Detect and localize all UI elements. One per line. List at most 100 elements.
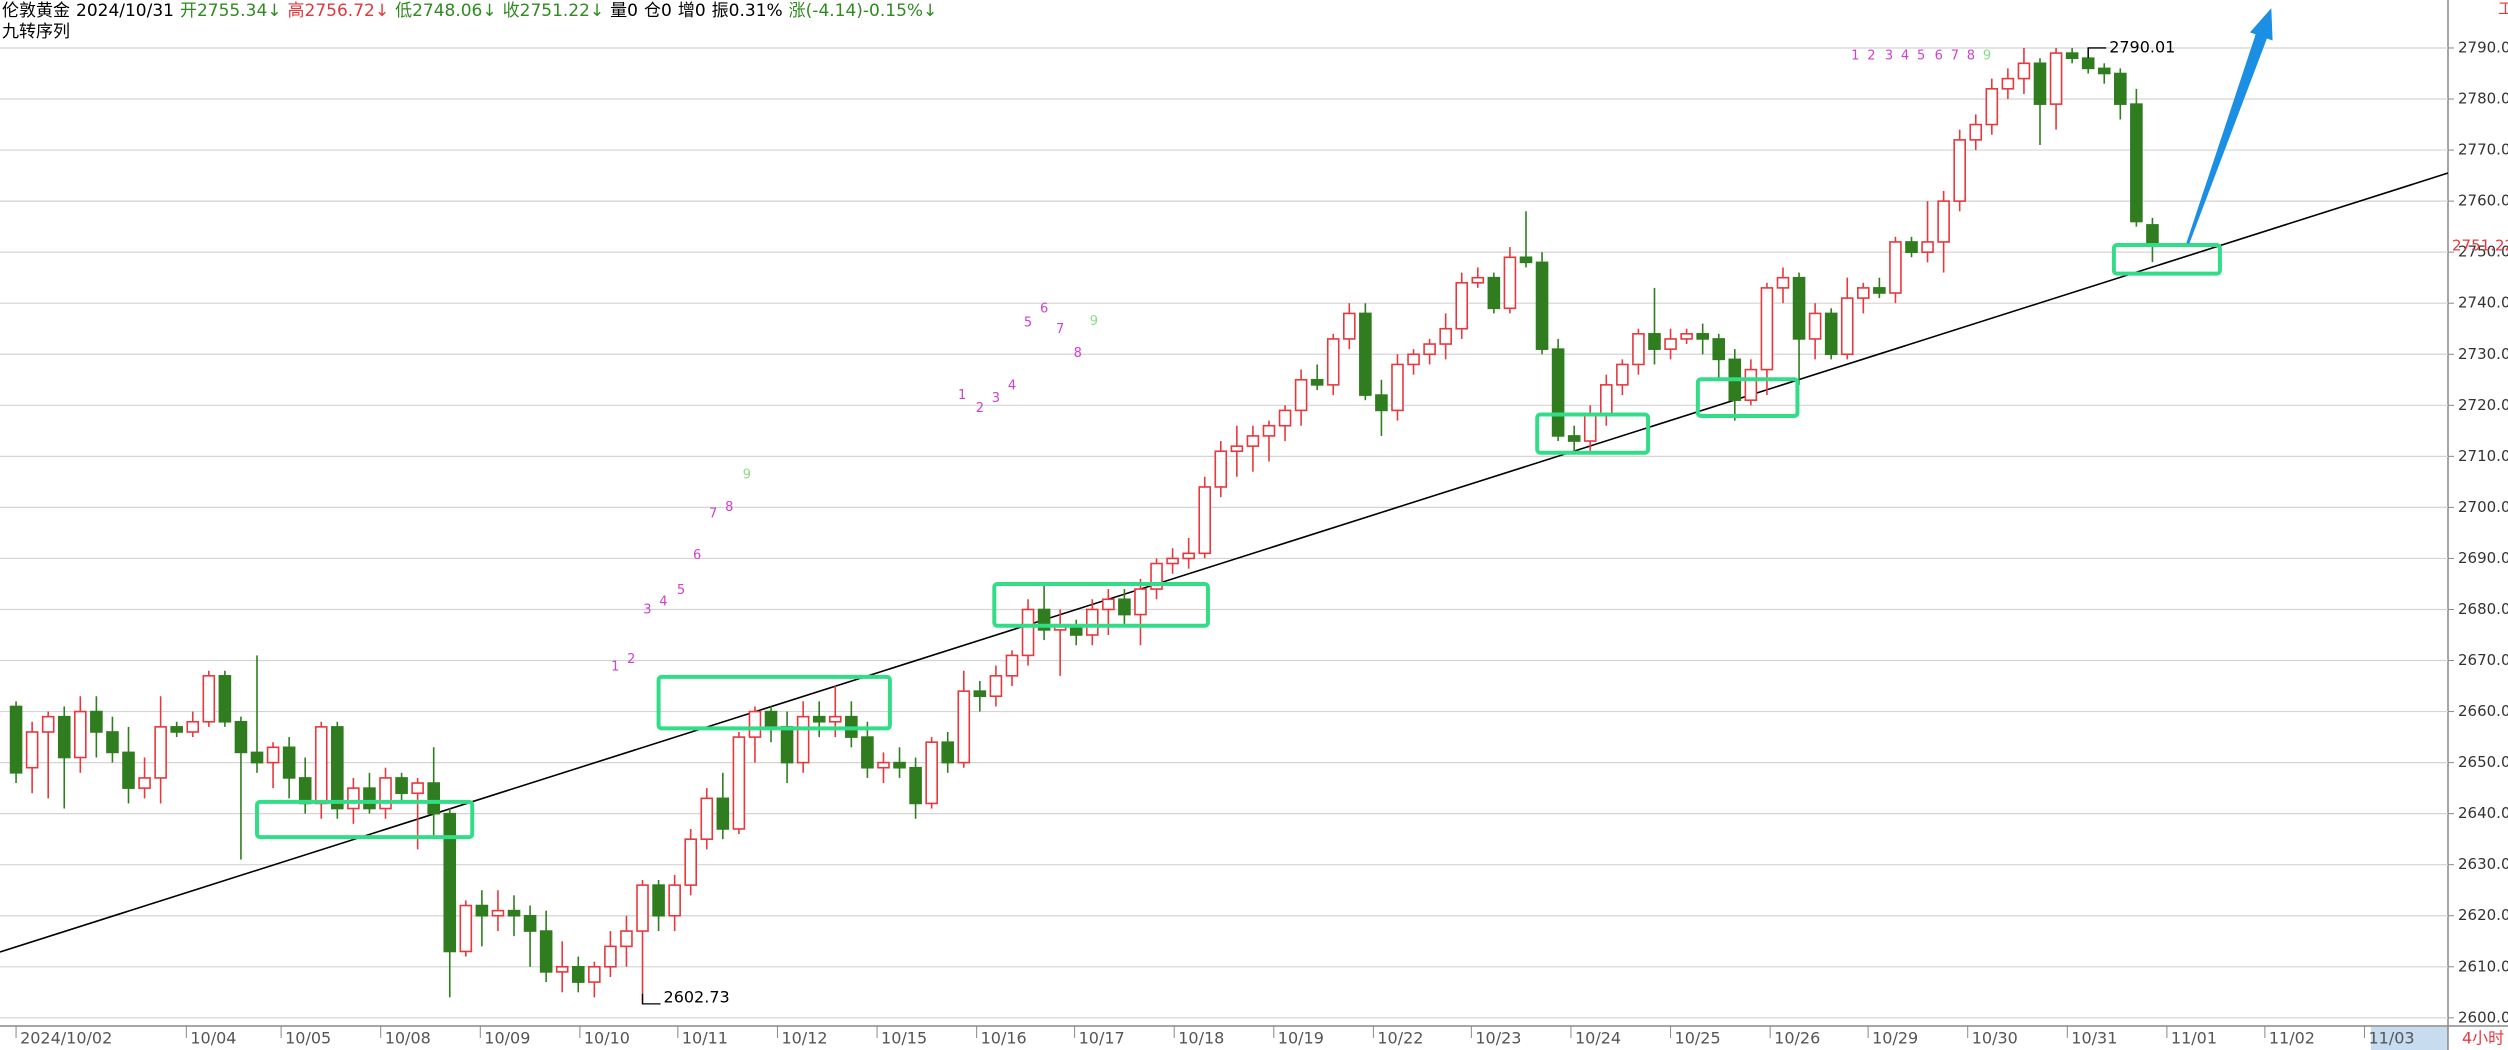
candle-body xyxy=(636,884,649,932)
candle-body xyxy=(1246,435,1260,447)
y-tick-label: 2770.00 xyxy=(2458,141,2508,159)
candle-body xyxy=(861,736,874,769)
y-tick-label: 2710.00 xyxy=(2458,447,2508,465)
candle-body xyxy=(1567,435,1581,442)
header-field: 振0.31% xyxy=(712,1,783,21)
candle-body xyxy=(1342,312,1356,340)
candle-body xyxy=(1519,256,1533,264)
x-tick-label: 10/04 xyxy=(190,1029,236,1048)
candle-body xyxy=(925,741,938,805)
candle-body xyxy=(764,710,778,728)
x-tick-label: 10/29 xyxy=(1872,1029,1918,1048)
td-count: 5 xyxy=(1024,316,1032,331)
y-tick-label: 2610.00 xyxy=(2458,957,2508,975)
candle-body xyxy=(1921,241,1934,253)
candle-body xyxy=(620,930,633,948)
candle-body xyxy=(700,797,714,840)
x-tick-label: 10/10 xyxy=(584,1029,630,1048)
period-label: 4小时 xyxy=(2462,1029,2504,1048)
candle-body xyxy=(1198,486,1212,555)
y-tick-label: 2780.00 xyxy=(2458,90,2508,108)
x-tick-label: 10/19 xyxy=(1278,1029,1324,1048)
candle-body xyxy=(298,777,312,805)
x-tick-label: 10/31 xyxy=(2071,1029,2117,1048)
header-field: 低2748.06↓ xyxy=(395,1,497,21)
candle-body xyxy=(1471,276,1485,284)
candle-body xyxy=(202,675,216,723)
candle-body xyxy=(989,675,1003,698)
header-field: 高2756.72↓ xyxy=(288,1,390,21)
candle-body xyxy=(909,766,922,805)
candle-body xyxy=(2114,72,2127,105)
candle-body xyxy=(1953,139,1966,202)
candle-body xyxy=(957,690,971,764)
candle-body xyxy=(1230,445,1244,453)
candle-body xyxy=(1166,557,1179,565)
x-tick-label: 11/01 xyxy=(2171,1029,2217,1048)
x-tick-label: 10/05 xyxy=(285,1029,331,1048)
y-tick-label: 2760.00 xyxy=(2458,192,2508,210)
candle-body xyxy=(780,726,794,764)
x-tick-label: 10/24 xyxy=(1575,1029,1621,1048)
candle-body xyxy=(250,751,264,764)
candle-body xyxy=(1599,384,1613,417)
candle-body xyxy=(1969,123,1983,141)
x-tick-label: 10/08 xyxy=(385,1029,431,1048)
candle-body xyxy=(90,710,103,733)
x-tick-label: 10/17 xyxy=(1079,1029,1125,1048)
td-count: 7 xyxy=(709,507,717,522)
candle-body xyxy=(1310,378,1324,386)
candle-body xyxy=(1005,654,1019,677)
candle-body xyxy=(266,746,280,764)
candle-body xyxy=(1632,333,1645,366)
candle-body xyxy=(427,782,441,815)
candle-body xyxy=(2097,67,2111,75)
x-tick-label: 10/23 xyxy=(1475,1029,1521,1048)
y-tick-label: 2640.00 xyxy=(2458,804,2508,822)
td-count: 8 xyxy=(1967,49,1975,64)
candle-body xyxy=(1359,312,1372,396)
td-count: 9 xyxy=(1090,314,1098,329)
candle-body xyxy=(363,787,376,810)
y-tick-label: 2650.00 xyxy=(2458,753,2508,771)
x-tick-label: 10/25 xyxy=(1675,1029,1721,1048)
candle-body xyxy=(1873,287,1886,294)
x-tick-label: 10/18 xyxy=(1178,1029,1224,1048)
td-count: 9 xyxy=(1983,49,1991,64)
candle-body xyxy=(2065,52,2079,59)
candle-body xyxy=(684,838,698,886)
td-count: 2 xyxy=(976,401,984,416)
candle-body xyxy=(539,930,553,973)
td-count: 3 xyxy=(643,602,651,617)
candle-body xyxy=(138,777,151,789)
td-count: 8 xyxy=(725,500,733,515)
subtitle: 九转序列 xyxy=(2,22,70,42)
header: 伦敦黄金 2024/10/31 开2755.34↓ 高2756.72↓ 低2748.06… xyxy=(2,1,937,21)
td-count: 2 xyxy=(1867,49,1875,64)
candle-body xyxy=(122,751,135,789)
candle-body xyxy=(2033,62,2047,105)
x-tick-label: 10/30 xyxy=(1972,1029,2018,1048)
candle-body xyxy=(154,726,167,779)
highlight-box xyxy=(992,581,1210,628)
candle-body xyxy=(234,720,248,754)
y-tick-label: 2670.00 xyxy=(2458,651,2508,669)
candle-body xyxy=(282,746,296,779)
candle-body xyxy=(1294,378,1308,412)
x-tick-label: 10/16 xyxy=(981,1029,1027,1048)
candle-body xyxy=(523,914,537,932)
td-count: 1 xyxy=(611,660,619,675)
high-label: 2790.01 xyxy=(2109,37,2175,56)
td-count: 4 xyxy=(1008,378,1016,393)
td-count: 3 xyxy=(1885,49,1893,64)
y-tick-label: 2700.00 xyxy=(2458,498,2508,516)
candle-body xyxy=(459,904,473,953)
period-highlight xyxy=(2371,1027,2448,1050)
candle-body xyxy=(74,710,87,759)
candle-body xyxy=(1407,353,1420,366)
td-count: 5 xyxy=(677,583,685,598)
candle-body xyxy=(395,777,408,795)
candle-body xyxy=(491,909,505,917)
candle-body xyxy=(1680,333,1693,340)
